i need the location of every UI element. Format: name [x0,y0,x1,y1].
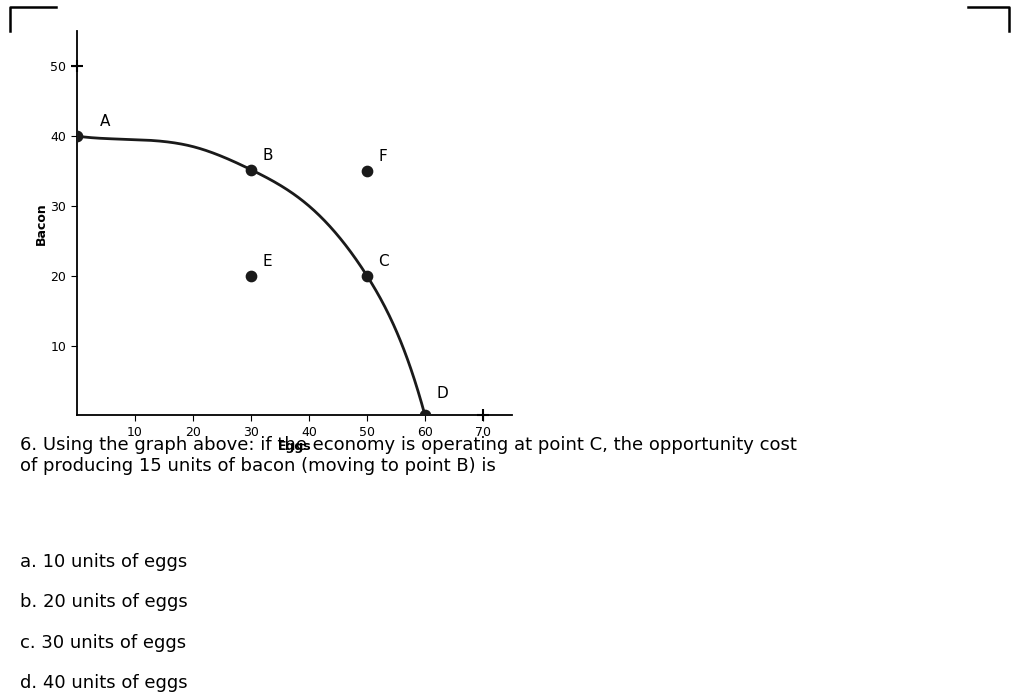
Text: d. 40 units of eggs: d. 40 units of eggs [20,674,188,692]
Text: B: B [262,148,273,163]
Point [243,164,259,175]
Text: D: D [436,387,449,401]
Text: b. 20 units of eggs: b. 20 units of eggs [20,593,188,611]
Text: F: F [379,149,387,164]
Text: c. 30 units of eggs: c. 30 units of eggs [20,634,186,652]
Text: 6. Using the graph above: if the economy is operating at point C, the opportunit: 6. Using the graph above: if the economy… [20,436,798,475]
Y-axis label: Bacon: Bacon [35,202,47,245]
Text: a. 10 units of eggs: a. 10 units of eggs [20,553,187,571]
X-axis label: Eggs: Eggs [278,440,311,453]
Point [358,165,375,177]
Point [243,270,259,281]
Text: C: C [379,254,389,269]
Point [417,410,433,421]
Point [69,131,85,142]
Text: E: E [262,254,272,269]
Text: A: A [100,114,111,129]
Point [358,270,375,281]
